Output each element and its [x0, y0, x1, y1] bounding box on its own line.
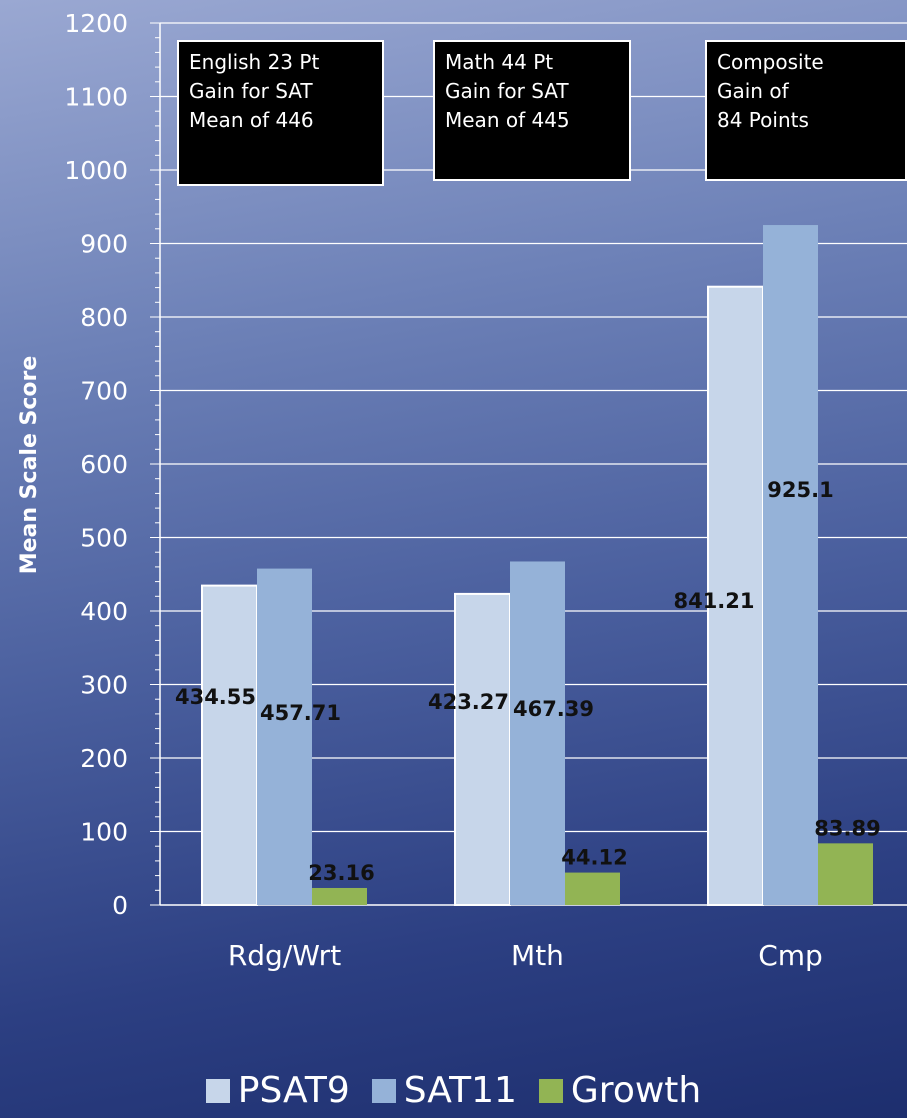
data-label-sat11-1: 467.39 — [513, 697, 594, 721]
y-tick-label: 1000 — [64, 156, 128, 185]
bar-growth-2 — [818, 843, 873, 905]
y-tick-label: 600 — [80, 450, 128, 479]
bar-sat11-0 — [257, 568, 312, 905]
legend-swatch-growth — [538, 1078, 563, 1103]
x-tick-label: Rdg/Wrt — [228, 939, 341, 972]
y-tick-label: 900 — [80, 230, 128, 259]
legend: PSAT9 SAT11 Growth — [0, 1070, 907, 1111]
legend-item-psat9: PSAT9 — [205, 1070, 350, 1111]
data-label-growth-0: 23.16 — [308, 861, 374, 885]
legend-label-psat9: PSAT9 — [237, 1070, 350, 1111]
data-label-psat9-1: 423.27 — [428, 690, 509, 714]
x-tick-labels: Rdg/Wrt Mth Cmp — [228, 939, 823, 972]
x-tick-label: Mth — [511, 939, 564, 972]
legend-label-growth: Growth — [570, 1070, 702, 1111]
legend-label-sat11: SAT11 — [403, 1070, 517, 1111]
annotation-composite: Composite Gain of 84 Points — [705, 40, 907, 181]
y-tick-label: 300 — [80, 671, 128, 700]
y-tick-label: 1100 — [64, 83, 128, 112]
y-tick-label: 800 — [80, 303, 128, 332]
data-label-growth-1: 44.12 — [561, 846, 627, 870]
legend-item-growth: Growth — [538, 1070, 702, 1111]
legend-swatch-sat11 — [371, 1078, 396, 1103]
bar-psat9-2 — [707, 285, 764, 907]
bars — [201, 225, 873, 907]
legend-swatch-psat9 — [205, 1078, 230, 1103]
legend-item-sat11: SAT11 — [371, 1070, 517, 1111]
bar-sat11-2 — [763, 225, 818, 905]
bar-sat11-1 — [510, 561, 565, 905]
data-label-psat9-2: 841.21 — [673, 589, 754, 613]
bar-psat9-1 — [454, 592, 511, 906]
data-label-sat11-2: 925.1 — [767, 478, 833, 502]
y-tick-label: 400 — [80, 597, 128, 626]
data-label-sat11-0: 457.71 — [260, 701, 341, 725]
bar-growth-0 — [312, 887, 367, 905]
y-axis-label: Mean Scale Score — [17, 356, 42, 575]
bar-growth-1 — [565, 872, 620, 905]
annotation-english: English 23 Pt Gain for SAT Mean of 446 — [177, 40, 384, 186]
y-axis: 0 100 200 300 400 500 600 700 800 900 1000 1100 1200 — [64, 9, 907, 920]
data-label-psat9-0: 434.55 — [175, 685, 256, 709]
x-tick-label: Cmp — [758, 939, 823, 972]
y-tick-label: 1200 — [64, 9, 128, 38]
annotation-math: Math 44 Pt Gain for SAT Mean of 445 — [433, 40, 631, 181]
y-tick-label: 700 — [80, 377, 128, 406]
y-tick-label: 0 — [112, 891, 128, 920]
y-tick-label: 100 — [80, 818, 128, 847]
data-label-growth-2: 83.89 — [814, 816, 880, 840]
y-tick-label: 500 — [80, 524, 128, 553]
y-tick-label: 200 — [80, 744, 128, 773]
bar-psat9-0 — [201, 584, 258, 907]
